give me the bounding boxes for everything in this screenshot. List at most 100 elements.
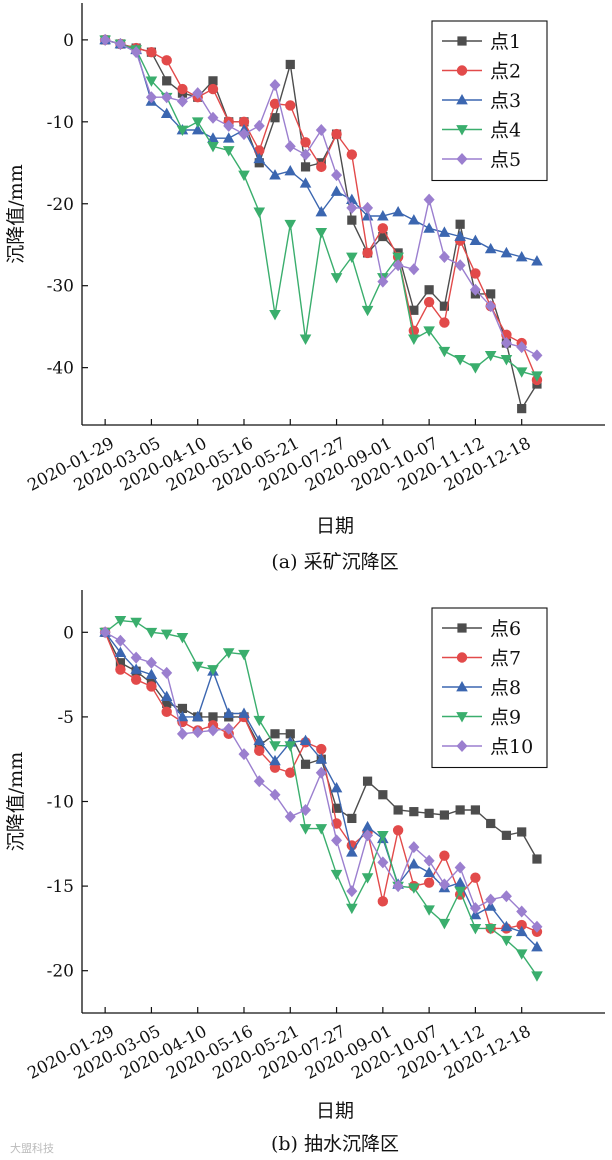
data-point bbox=[253, 152, 266, 164]
data-point bbox=[208, 712, 218, 722]
data-point bbox=[191, 124, 204, 135]
data-point bbox=[315, 753, 328, 764]
data-point bbox=[99, 626, 111, 639]
data-point bbox=[160, 690, 173, 701]
data-point bbox=[484, 924, 497, 935]
data-point bbox=[177, 703, 188, 714]
data-point bbox=[346, 201, 358, 214]
data-point bbox=[531, 349, 543, 362]
data-point bbox=[423, 222, 435, 233]
data-point bbox=[269, 169, 281, 180]
data-point bbox=[361, 210, 374, 221]
data-point bbox=[455, 805, 465, 815]
data-point bbox=[424, 285, 434, 295]
data-point bbox=[115, 664, 126, 675]
data-point bbox=[485, 300, 497, 313]
data-point bbox=[392, 205, 404, 217]
data-point bbox=[423, 905, 435, 916]
chart-caption: (a) 采矿沉降区 bbox=[271, 551, 398, 573]
data-point bbox=[408, 263, 420, 276]
y-tick-label: -20 bbox=[47, 195, 74, 215]
data-point bbox=[347, 215, 357, 225]
data-point bbox=[315, 124, 327, 137]
data-point bbox=[330, 273, 343, 284]
data-point bbox=[238, 116, 250, 128]
data-point bbox=[99, 33, 111, 46]
data-point bbox=[191, 117, 204, 128]
data-point bbox=[207, 665, 219, 676]
y-axis-label: 沉降值/mm bbox=[5, 752, 27, 851]
data-point bbox=[361, 873, 374, 884]
data-point bbox=[408, 841, 420, 854]
data-point bbox=[253, 119, 265, 132]
legend-swatch-marker bbox=[456, 153, 468, 165]
data-point bbox=[438, 251, 450, 264]
data-point bbox=[516, 905, 528, 918]
data-point bbox=[299, 734, 312, 745]
data-point bbox=[130, 617, 142, 629]
y-tick-label: -20 bbox=[47, 962, 74, 982]
data-point bbox=[114, 646, 127, 658]
legend-swatch-marker bbox=[456, 712, 468, 723]
data-point bbox=[515, 251, 528, 262]
data-point bbox=[531, 920, 543, 933]
data-point bbox=[222, 132, 235, 143]
data-point bbox=[423, 193, 435, 206]
data-point bbox=[484, 242, 497, 254]
data-point bbox=[517, 404, 527, 414]
data-point bbox=[346, 903, 358, 915]
legend-item: 点9 bbox=[442, 707, 521, 729]
data-point bbox=[531, 255, 543, 266]
legend-swatch-marker bbox=[456, 125, 468, 136]
data-point bbox=[531, 971, 543, 982]
data-point bbox=[346, 149, 358, 160]
data-point bbox=[145, 91, 157, 104]
y-tick-label: -40 bbox=[47, 359, 74, 379]
data-point bbox=[469, 924, 482, 935]
data-point bbox=[409, 305, 419, 315]
data-point bbox=[377, 856, 389, 869]
legend-swatch-marker bbox=[456, 94, 468, 105]
legend-label: 点1 bbox=[490, 31, 521, 53]
y-tick-label: -30 bbox=[47, 277, 74, 297]
data-point bbox=[438, 226, 451, 237]
data-point bbox=[238, 707, 250, 718]
data-point bbox=[300, 759, 311, 769]
data-point bbox=[253, 715, 266, 727]
data-point bbox=[454, 861, 466, 874]
data-point bbox=[162, 76, 172, 86]
data-point bbox=[191, 710, 204, 722]
data-point bbox=[500, 935, 513, 947]
data-point bbox=[516, 341, 528, 354]
chart-panel-b: 0-5-10-15-202020-01-292020-03-052020-04-… bbox=[5, 590, 605, 1155]
legend-label: 点2 bbox=[490, 61, 521, 83]
y-tick-label: 0 bbox=[63, 623, 74, 643]
data-point bbox=[130, 663, 142, 674]
data-point bbox=[285, 767, 296, 778]
data-point bbox=[423, 854, 435, 867]
data-point bbox=[438, 346, 451, 358]
data-point bbox=[516, 919, 527, 931]
data-point bbox=[346, 846, 358, 857]
data-point bbox=[469, 283, 481, 296]
data-point bbox=[500, 920, 513, 932]
data-point bbox=[207, 111, 219, 124]
data-point bbox=[392, 825, 404, 836]
data-point bbox=[484, 350, 497, 362]
data-point bbox=[423, 326, 435, 337]
data-point bbox=[253, 734, 266, 745]
data-point bbox=[160, 629, 173, 640]
data-point bbox=[532, 854, 542, 864]
data-point bbox=[130, 651, 142, 664]
data-point bbox=[439, 810, 449, 820]
data-point bbox=[454, 876, 466, 888]
legend: 点6 点7 点8 点9 点10 bbox=[431, 607, 548, 769]
legend-item: 点7 bbox=[442, 648, 521, 670]
data-point bbox=[439, 317, 450, 328]
data-point bbox=[284, 741, 297, 752]
data-point bbox=[424, 808, 434, 818]
data-point bbox=[315, 824, 328, 835]
data-point bbox=[299, 177, 312, 188]
data-point bbox=[454, 259, 466, 272]
data-point bbox=[270, 113, 280, 123]
